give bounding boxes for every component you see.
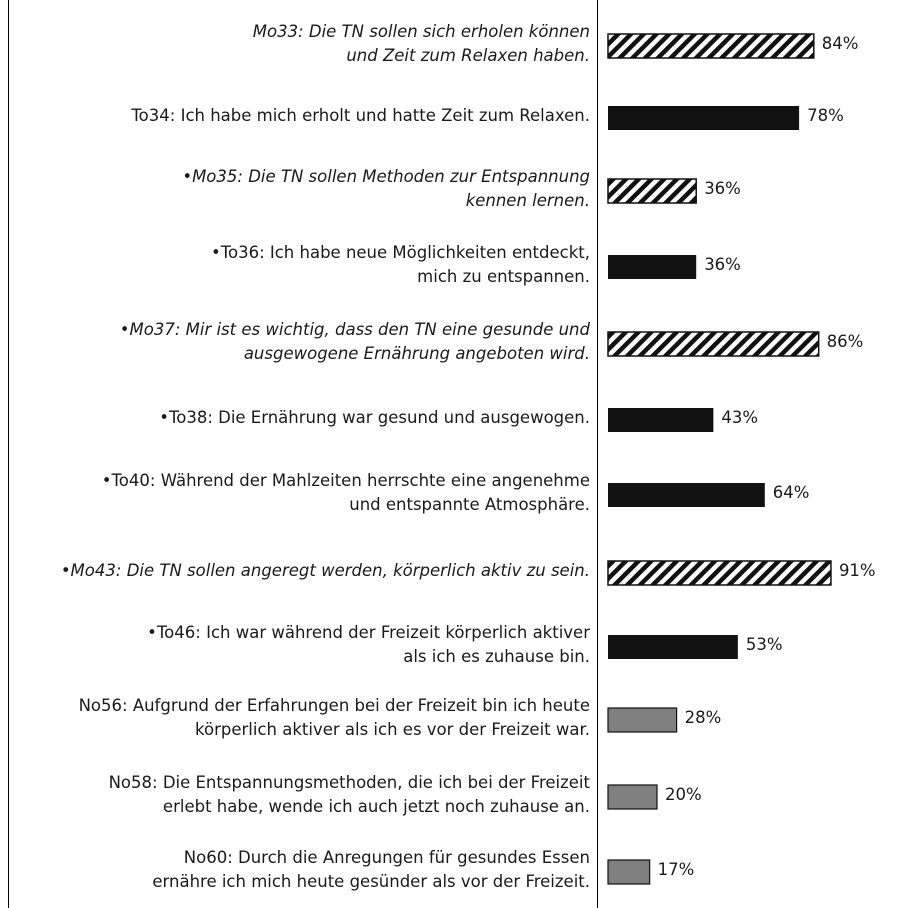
- row-label-line: •To40: Während der Mahlzeiten herrschte …: [101, 471, 590, 490]
- value-label-8: 91%: [838, 561, 876, 580]
- row-label-line: •Mo43: Die TN sollen angeregt werden, kö…: [60, 561, 590, 580]
- row-label-line: •Mo35: Die TN sollen Methoden zur Entspa…: [182, 167, 590, 186]
- row-label-line: No56: Aufgrund der Erfahrungen bei der F…: [78, 696, 590, 715]
- row-label-line: •Mo37: Mir ist es wichtig, dass den TN e…: [119, 320, 590, 339]
- bar-12: [607, 859, 651, 885]
- value-label-10: 28%: [684, 708, 722, 727]
- axis-divider: [597, 0, 598, 908]
- row-label-line: und Zeit zum Relaxen haben.: [346, 46, 590, 65]
- bar-8: [607, 560, 832, 586]
- row-label-5: •Mo37: Mir ist es wichtig, dass den TN e…: [120, 318, 590, 366]
- value-label-11: 20%: [665, 785, 702, 804]
- row-label-line: mich zu entspannen.: [417, 267, 590, 286]
- bar-7: [608, 483, 765, 507]
- row-label-3: •Mo35: Die TN sollen Methoden zur Entspa…: [182, 165, 590, 213]
- row-label-line: •To38: Die Ernährung war gesund und ausg…: [159, 408, 590, 427]
- value-label-1: 84%: [821, 34, 859, 53]
- row-label-11: No58: Die Entspannungsmethoden, die ich …: [109, 771, 590, 819]
- row-label-6: •To38: Die Ernährung war gesund und ausg…: [159, 406, 590, 430]
- value-label-4: 36%: [704, 255, 741, 274]
- value-label-7: 64%: [772, 483, 810, 502]
- bar-9: [608, 635, 738, 659]
- row-label-line: No58: Die Entspannungsmethoden, die ich …: [108, 773, 590, 792]
- row-label-8: •Mo43: Die TN sollen angeregt werden, kö…: [61, 559, 590, 583]
- row-label-line: No60: Durch die Anregungen für gesundes …: [183, 848, 590, 867]
- row-label-line: und entspannte Atmosphäre.: [349, 495, 590, 514]
- row-label-4: •To36: Ich habe neue Möglichkeiten entde…: [211, 241, 590, 289]
- value-label-5: 86%: [826, 332, 864, 351]
- row-label-9: •To46: Ich war während der Freizeit körp…: [147, 621, 590, 669]
- bar-3: [607, 178, 697, 204]
- row-label-7: •To40: Während der Mahlzeiten herrschte …: [102, 469, 590, 517]
- row-label-12: No60: Durch die Anregungen für gesundes …: [152, 846, 590, 894]
- row-label-line: ausgewogene Ernährung angeboten wird.: [243, 344, 590, 363]
- value-label-6: 43%: [721, 408, 759, 427]
- row-label-2: To34: Ich habe mich erholt und hatte Zei…: [131, 104, 590, 128]
- row-label-line: erlebt habe, wende ich auch jetzt noch z…: [162, 797, 590, 816]
- row-label-10: No56: Aufgrund der Erfahrungen bei der F…: [79, 694, 590, 742]
- bar-6: [608, 408, 714, 432]
- bar-5: [607, 331, 820, 357]
- bar-1: [607, 33, 815, 59]
- value-label-2: 78%: [807, 106, 844, 125]
- value-label-3: 36%: [704, 179, 741, 198]
- row-label-line: kennen lernen.: [465, 191, 590, 210]
- row-label-line: •To36: Ich habe neue Möglichkeiten entde…: [210, 243, 590, 262]
- left-border: [8, 0, 9, 908]
- bar-11: [607, 784, 658, 810]
- value-label-9: 53%: [745, 635, 783, 654]
- row-label-1: Mo33: Die TN sollen sich erholen können u…: [253, 20, 590, 68]
- bar-10: [607, 707, 678, 733]
- row-label-line: körperlich aktiver als ich es vor der Fr…: [195, 720, 590, 739]
- bar-4: [608, 255, 697, 279]
- row-label-line: Mo33: Die TN sollen sich erholen können: [252, 22, 590, 41]
- value-label-12: 17%: [657, 860, 695, 879]
- row-label-line: To34: Ich habe mich erholt und hatte Zei…: [131, 106, 590, 125]
- row-label-line: ernähre ich mich heute gesünder als vor …: [152, 872, 590, 891]
- row-label-line: •To46: Ich war während der Freizeit körp…: [147, 623, 590, 642]
- bar-2: [608, 106, 800, 130]
- row-label-line: als ich es zuhause bin.: [403, 647, 590, 666]
